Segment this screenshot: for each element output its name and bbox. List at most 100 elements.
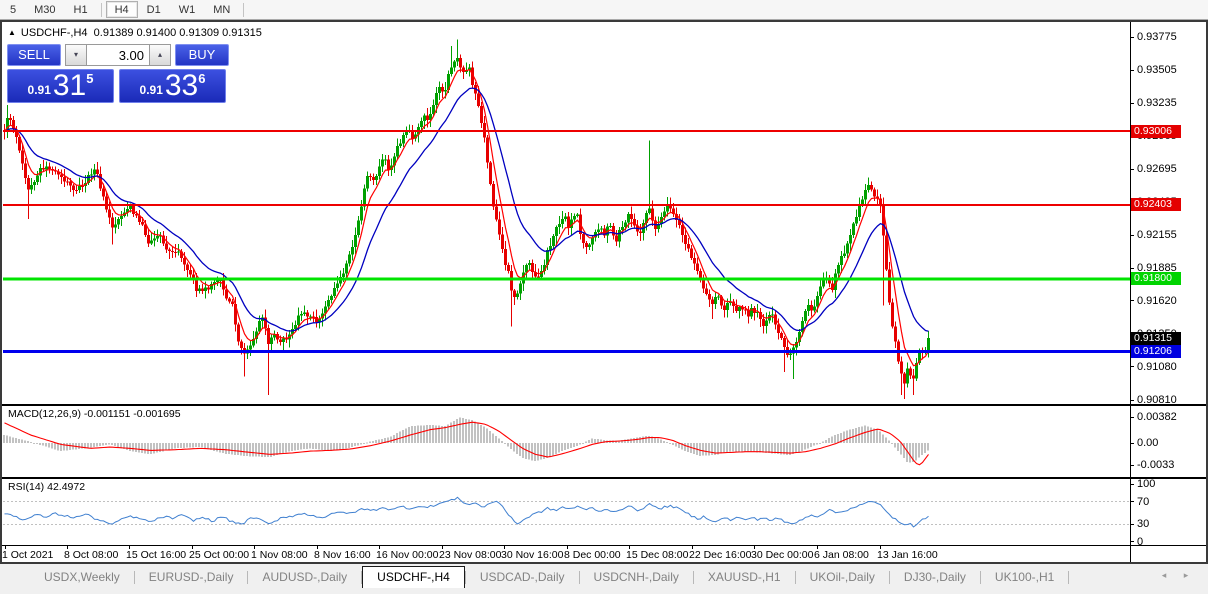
tab-separator — [1068, 571, 1070, 584]
time-tick-mark — [379, 545, 380, 549]
volume-input[interactable] — [87, 44, 149, 66]
time-tick-mark — [5, 545, 6, 549]
timeframe-button-mn[interactable]: MN — [213, 4, 231, 16]
sell-price-big: 31 — [52, 69, 87, 102]
volume-spinner: ▾ ▴ — [65, 44, 171, 66]
rsi-panel-divider[interactable] — [2, 477, 1206, 479]
price-tick-mark — [1130, 168, 1134, 170]
rsi-tick-label: 0 — [1137, 535, 1144, 548]
price-tick-label: 0.91620 — [1137, 294, 1177, 307]
buy-price-sup: 6 — [198, 71, 206, 86]
time-tick-label: 13 Jan 16:00 — [877, 549, 938, 561]
buy-price-prefix: 0.91 — [139, 83, 163, 97]
price-chart-canvas — [3, 39, 1130, 399]
time-tick-label: 6 Jan 08:00 — [814, 549, 869, 561]
time-tick-label: 1 Nov 08:00 — [251, 549, 308, 561]
price-badge-0.92403: 0.92403 — [1131, 198, 1181, 212]
price-tick-label: 0.91885 — [1137, 262, 1177, 275]
price-tick-mark — [1130, 267, 1134, 269]
tab-scroll-left-icon[interactable]: ◂ — [1161, 570, 1167, 580]
timeframe-button-w1[interactable]: W1 — [178, 4, 196, 16]
chart-tab-bar: USDX,Weekly EURUSD-,Daily AUDUSD-,Daily USD… — [0, 564, 1208, 588]
chart-tab-usdcnh-daily[interactable]: USDCNH-,Daily — [593, 570, 679, 584]
chart-tab-dj30-daily[interactable]: DJ30-,Daily — [903, 570, 966, 584]
chart-tab-usdx-weekly[interactable]: USDX,Weekly — [44, 570, 120, 584]
tab-separator — [464, 571, 466, 584]
rsi-tick-mark — [1130, 501, 1134, 503]
timeframe-button-h1[interactable]: H1 — [73, 4, 88, 16]
time-tick-label: 30 Nov 16:00 — [501, 549, 564, 561]
price-tick-label: 0.93775 — [1137, 31, 1177, 43]
macd-panel-divider[interactable] — [2, 404, 1206, 406]
chart-symbol-label: USDCHF-,H4 — [20, 27, 88, 39]
price-tick-mark — [1130, 69, 1134, 71]
macd-tick-label: 0.00382 — [1137, 411, 1177, 424]
price-tick-mark — [1130, 234, 1134, 236]
time-tick-label: 15 Oct 16:00 — [126, 549, 187, 561]
time-axis-divider — [2, 545, 1206, 546]
time-tick-mark — [817, 545, 818, 549]
price-axis-divider — [1130, 22, 1131, 562]
timeframe-button-d1[interactable]: D1 — [146, 4, 161, 16]
tab-separator — [979, 571, 981, 584]
time-tick-label: 23 Nov 08:00 — [439, 549, 502, 561]
rsi-panel-canvas — [3, 496, 1130, 528]
price-tick-label: 0.92155 — [1137, 229, 1177, 242]
macd-tick-mark — [1130, 416, 1134, 418]
toolbar-separator — [100, 2, 102, 17]
time-tick-label: 8 Oct 08:00 — [64, 549, 119, 561]
chart-tab-ukoil-daily[interactable]: UKOil-,Daily — [809, 570, 875, 584]
time-tick-mark — [754, 545, 755, 549]
timeframe-button-h4[interactable]: H4 — [105, 1, 138, 18]
tab-separator — [133, 571, 135, 584]
price-badge-0.91800: 0.91800 — [1131, 272, 1181, 286]
tab-separator — [361, 571, 363, 584]
chart-tab-audusd-daily[interactable]: AUDUSD-,Daily — [262, 570, 348, 584]
time-tick-label: 16 Nov 00:00 — [376, 549, 439, 561]
tab-scroll-right-icon[interactable]: ▸ — [1183, 570, 1189, 580]
time-tick-mark — [129, 545, 130, 549]
one-click-trading-panel: SELL ▾ ▴ BUY 0.91 31 5 0.91 33 6 — [7, 44, 229, 103]
rsi-tick-mark — [1130, 523, 1134, 525]
buy-price-big: 33 — [164, 69, 199, 102]
time-tick-mark — [67, 545, 68, 549]
rsi-label: RSI(14) 42.4972 — [8, 481, 86, 493]
tab-separator — [794, 571, 796, 584]
timeframe-button-m30[interactable]: M30 — [34, 4, 56, 16]
macd-tick-label: 0.00 — [1137, 437, 1159, 449]
buy-button[interactable]: BUY — [175, 44, 229, 66]
time-tick-label: 8 Dec 00:00 — [564, 549, 621, 561]
chart-tab-uk100-h1[interactable]: UK100-,H1 — [994, 570, 1055, 584]
rsi-tick-label: 30 — [1137, 518, 1150, 531]
time-tick-label: 1 Oct 2021 — [2, 549, 54, 561]
toolbar-separator — [243, 2, 245, 17]
price-tick-label: 0.90810 — [1137, 394, 1177, 406]
chart-tab-eurusd-daily[interactable]: EURUSD-,Daily — [148, 570, 234, 584]
time-tick-mark — [192, 545, 193, 549]
time-tick-label: 25 Oct 00:00 — [189, 549, 250, 561]
sell-price-display[interactable]: 0.91 31 5 — [7, 69, 114, 103]
volume-increment-button[interactable]: ▴ — [149, 44, 171, 66]
sell-price-sup: 5 — [86, 71, 94, 86]
macd-tick-mark — [1130, 442, 1134, 444]
rsi-tick-label: 100 — [1137, 478, 1156, 491]
sell-button[interactable]: SELL — [7, 44, 61, 66]
timeframe-button-5[interactable]: 5 — [10, 4, 17, 16]
chart-tab-usdcad-daily[interactable]: USDCAD-,Daily — [479, 570, 565, 584]
buy-price-display[interactable]: 0.91 33 6 — [119, 69, 226, 103]
time-tick-mark — [442, 545, 443, 549]
price-badge-0.91315: 0.91315 — [1131, 331, 1181, 345]
time-tick-mark — [567, 545, 568, 549]
price-tick-mark — [1130, 399, 1134, 401]
rsi-tick-mark — [1130, 483, 1134, 485]
macd-tick-label: -0.0033 — [1137, 459, 1175, 472]
chart-ohlc-header: ▲ USDCHF-,H4 0.91389 0.91400 0.91309 0.91… — [8, 27, 262, 39]
chart-tab-xauusd-h1[interactable]: XAUUSD-,H1 — [707, 570, 781, 584]
chart-window — [0, 20, 1208, 564]
price-tick-mark — [1130, 102, 1134, 104]
tab-separator — [692, 571, 694, 584]
chart-tab-usdchf-h4[interactable]: USDCHF-,H4 — [362, 566, 465, 588]
price-tick-mark — [1130, 36, 1134, 38]
time-tick-label: 22 Dec 16:00 — [689, 549, 752, 561]
volume-decrement-button[interactable]: ▾ — [65, 44, 87, 66]
